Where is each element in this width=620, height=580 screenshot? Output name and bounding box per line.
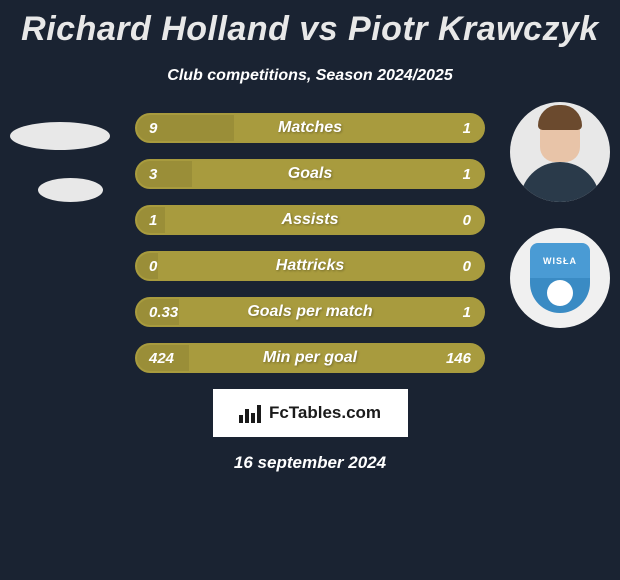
stat-row-inner: 3 Goals 1 (137, 161, 483, 187)
branding-box: FcTables.com (213, 389, 408, 437)
stat-label: Hattricks (276, 257, 344, 275)
stat-value-left: 0.33 (149, 304, 178, 321)
stat-value-left: 3 (149, 166, 157, 183)
stat-row: 424 Min per goal 146 (135, 343, 485, 373)
comparison-infographic: Richard Holland vs Piotr Krawczyk Club c… (0, 0, 620, 580)
stat-value-right: 146 (446, 350, 471, 367)
stat-value-right: 0 (463, 212, 471, 229)
stat-row: 3 Goals 1 (135, 159, 485, 189)
branding-text: FcTables.com (269, 403, 381, 423)
stats-area: 9 Matches 1 3 Goals 1 1 Assists 0 0 Hattricks 0 0.33… (0, 113, 620, 373)
stat-value-left: 1 (149, 212, 157, 229)
stat-value-left: 0 (149, 258, 157, 275)
stat-value-right: 1 (463, 304, 471, 321)
stat-row: 0.33 Goals per match 1 (135, 297, 485, 327)
stat-row-inner: 9 Matches 1 (137, 115, 483, 141)
stat-row: 1 Assists 0 (135, 205, 485, 235)
stat-value-right: 1 (463, 166, 471, 183)
stat-label: Goals (288, 165, 332, 183)
stat-label: Assists (282, 211, 339, 229)
stat-row: 0 Hattricks 0 (135, 251, 485, 281)
stat-row-inner: 1 Assists 0 (137, 207, 483, 233)
page-title: Richard Holland vs Piotr Krawczyk (0, 0, 620, 49)
date-text: 16 september 2024 (0, 453, 620, 473)
stat-row-inner: 0 Hattricks 0 (137, 253, 483, 279)
stat-row-inner: 0.33 Goals per match 1 (137, 299, 483, 325)
stat-label: Matches (278, 119, 342, 137)
stat-value-left: 9 (149, 120, 157, 137)
stat-label: Goals per match (247, 303, 372, 321)
stat-row-inner: 424 Min per goal 146 (137, 345, 483, 371)
bar-chart-icon (239, 403, 265, 423)
stat-label: Min per goal (263, 349, 357, 367)
stat-value-right: 0 (463, 258, 471, 275)
page-subtitle: Club competitions, Season 2024/2025 (0, 67, 620, 85)
stat-value-right: 1 (463, 120, 471, 137)
stat-row: 9 Matches 1 (135, 113, 485, 143)
stat-value-left: 424 (149, 350, 174, 367)
